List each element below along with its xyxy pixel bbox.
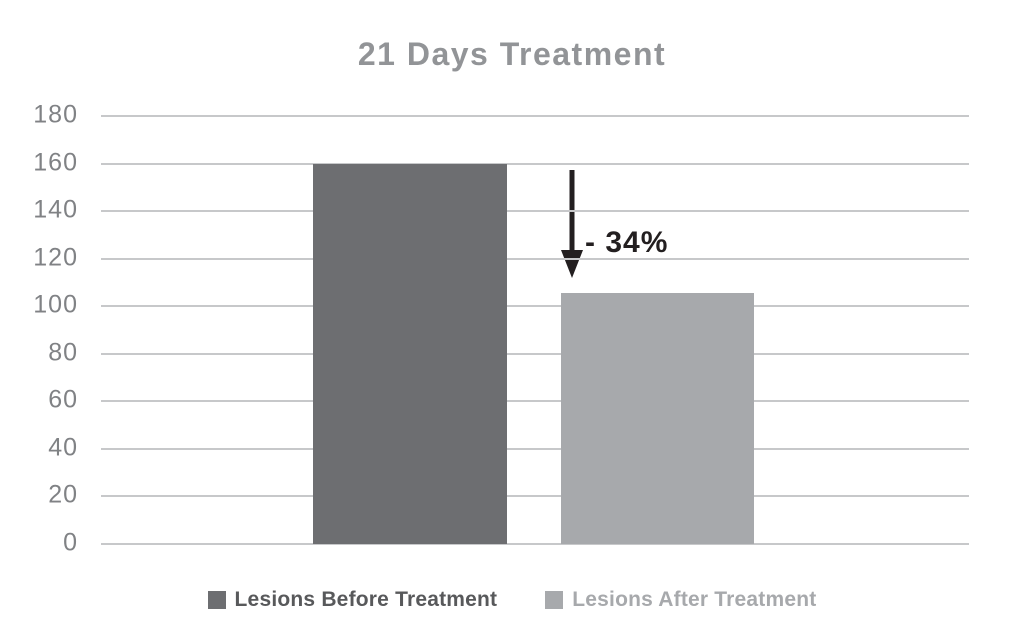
legend-swatch-icon <box>545 591 564 609</box>
gridline-y-140 <box>101 210 969 213</box>
y-axis-tick-label-180: 180 <box>33 100 78 129</box>
y-axis-tick-label-100: 100 <box>33 290 78 319</box>
y-axis-tick-label-160: 160 <box>33 147 78 176</box>
bar-before-treatment <box>313 163 507 544</box>
y-axis-tick-label-80: 80 <box>48 338 78 367</box>
percent-change-label: - 34% <box>585 226 669 259</box>
legend-label: Lesions After Treatment <box>572 588 817 611</box>
legend-swatch-icon <box>207 591 226 609</box>
y-axis-tick-label-0: 0 <box>63 528 78 557</box>
gridline-y-20 <box>101 495 969 498</box>
gridline-y-100 <box>101 305 969 308</box>
y-axis-tick-label-20: 20 <box>48 480 78 509</box>
gridline-y-40 <box>101 447 969 450</box>
chart-legend: Lesions Before Treatment Lesions After Tr… <box>0 588 1024 612</box>
gridline-y-160 <box>101 162 969 165</box>
gridline-y-0 <box>101 543 969 545</box>
plot-area: - 34% 0 20 40 60 80 100 120 140 160 180 <box>33 100 969 556</box>
legend-label: Lesions Before Treatment <box>234 588 498 611</box>
gridline-y-60 <box>101 400 969 403</box>
y-axis-tick-label-40: 40 <box>48 433 78 462</box>
bar-after-treatment <box>561 292 754 544</box>
legend-item-before-treatment: Lesions Before Treatment <box>207 588 498 612</box>
gridline-y-80 <box>101 352 969 355</box>
gridline-y-120 <box>101 257 969 260</box>
decrease-arrow <box>559 170 585 280</box>
y-axis-tick-label-120: 120 <box>33 242 78 271</box>
chart-title: 21 Days Treatment <box>357 36 667 72</box>
legend-item-after-treatment: Lesions After Treatment <box>545 588 816 612</box>
y-axis-tick-label-140: 140 <box>33 195 78 224</box>
down-arrow-icon <box>561 170 583 278</box>
gridline-y-180 <box>101 115 969 117</box>
y-axis-tick-label-60: 60 <box>48 385 78 414</box>
